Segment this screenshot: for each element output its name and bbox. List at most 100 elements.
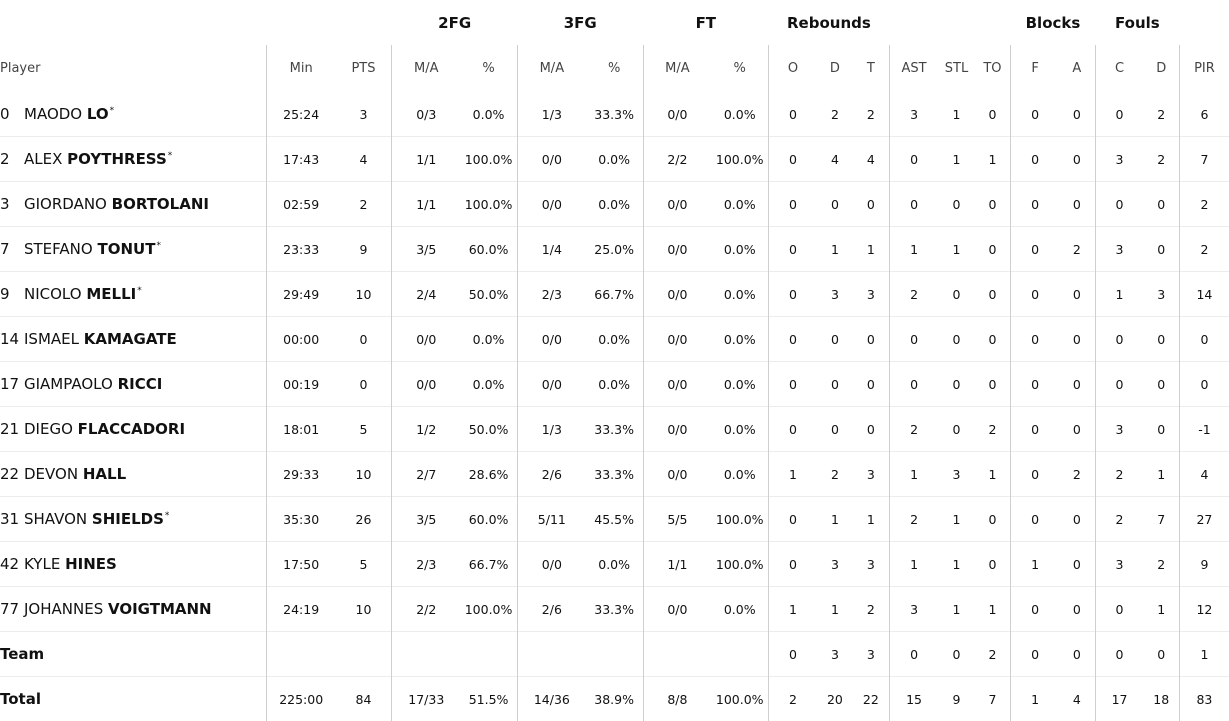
cell-blk-f: 1 [1011,677,1059,721]
cell-reb-d: 20 [817,677,853,721]
cell-ft-ma: 0/0 [643,182,711,227]
col-3fg-pct[interactable]: % [586,45,643,92]
player-last-name[interactable]: LO [87,105,109,123]
cell-2fg-ma: 1/1 [392,182,460,227]
col-pir[interactable]: PIR [1180,45,1229,92]
col-reb-d[interactable]: D [817,45,853,92]
col-ast[interactable]: AST [889,45,938,92]
col-min[interactable]: Min [266,45,335,92]
player-last-name[interactable]: SHIELDS [92,510,164,528]
col-blk-f[interactable]: F [1011,45,1059,92]
cell-to: 0 [975,272,1011,317]
col-to[interactable]: TO [975,45,1011,92]
cell-min: 17:50 [266,542,335,587]
cell-2fg-ma: 3/5 [392,227,460,272]
player-last-name[interactable]: MELLI [86,285,136,303]
col-pts[interactable]: PTS [336,45,392,92]
cell-blk-f: 0 [1011,137,1059,182]
cell-2fg-ma: 1/1 [392,137,460,182]
group-header-blank-3 [1180,0,1229,45]
cell-foul-d: 1 [1143,452,1179,497]
cell-reb-t: 0 [853,317,889,362]
player-last-name[interactable]: POYTHRESS [67,150,167,168]
cell-pir: 9 [1180,542,1229,587]
cell-foul-d: 0 [1143,407,1179,452]
cell-stl: 1 [938,542,974,587]
player-last-name[interactable]: HALL [83,465,126,483]
cell-2fg-ma [392,632,460,677]
cell-2fg-ma: 2/7 [392,452,460,497]
col-2fg-ma[interactable]: M/A [392,45,460,92]
cell-pts: 10 [336,272,392,317]
cell-pts: 9 [336,227,392,272]
col-stl[interactable]: STL [938,45,974,92]
cell-pir: 14 [1180,272,1229,317]
col-foul-c[interactable]: C [1095,45,1143,92]
player-last-name[interactable]: BORTOLANI [112,195,209,213]
player-last-name[interactable]: HINES [65,555,117,573]
player-last-name[interactable]: VOIGTMANN [108,600,212,618]
cell-blk-f: 0 [1011,587,1059,632]
cell-foul-c: 2 [1095,452,1143,497]
col-3fg-ma[interactable]: M/A [517,45,585,92]
cell-reb-d: 1 [817,497,853,542]
col-ft-pct[interactable]: % [711,45,768,92]
col-ft-ma[interactable]: M/A [643,45,711,92]
cell-ast: 1 [889,227,938,272]
cell-foul-c: 0 [1095,632,1143,677]
player-last-name[interactable]: FLACCADORI [78,420,185,438]
cell-3fg-pct: 0.0% [586,317,643,362]
cell-reb-t: 0 [853,407,889,452]
cell-foul-c: 0 [1095,92,1143,137]
cell-foul-d: 0 [1143,362,1179,407]
cell-2fg-pct: 0.0% [460,317,517,362]
player-number: 77 [0,600,20,618]
col-reb-t[interactable]: T [853,45,889,92]
player-last-name[interactable]: RICCI [118,375,163,393]
col-2fg-pct[interactable]: % [460,45,517,92]
cell-reb-d: 4 [817,137,853,182]
cell-to: 1 [975,452,1011,497]
cell-reb-o: 0 [769,92,817,137]
col-blk-a[interactable]: A [1059,45,1095,92]
player-last-name[interactable]: KAMAGATE [84,330,177,348]
cell-to: 0 [975,92,1011,137]
col-player[interactable]: Player [0,45,266,92]
player-last-name[interactable]: TONUT [97,240,155,258]
cell-min: 35:30 [266,497,335,542]
cell-2fg-pct: 100.0% [460,587,517,632]
cell-ast: 2 [889,497,938,542]
col-reb-o[interactable]: O [769,45,817,92]
cell-pts: 3 [336,92,392,137]
cell-foul-d: 7 [1143,497,1179,542]
cell-reb-t: 4 [853,137,889,182]
cell-ast: 3 [889,587,938,632]
cell-pir: 0 [1180,362,1229,407]
col-foul-d[interactable]: D [1143,45,1179,92]
